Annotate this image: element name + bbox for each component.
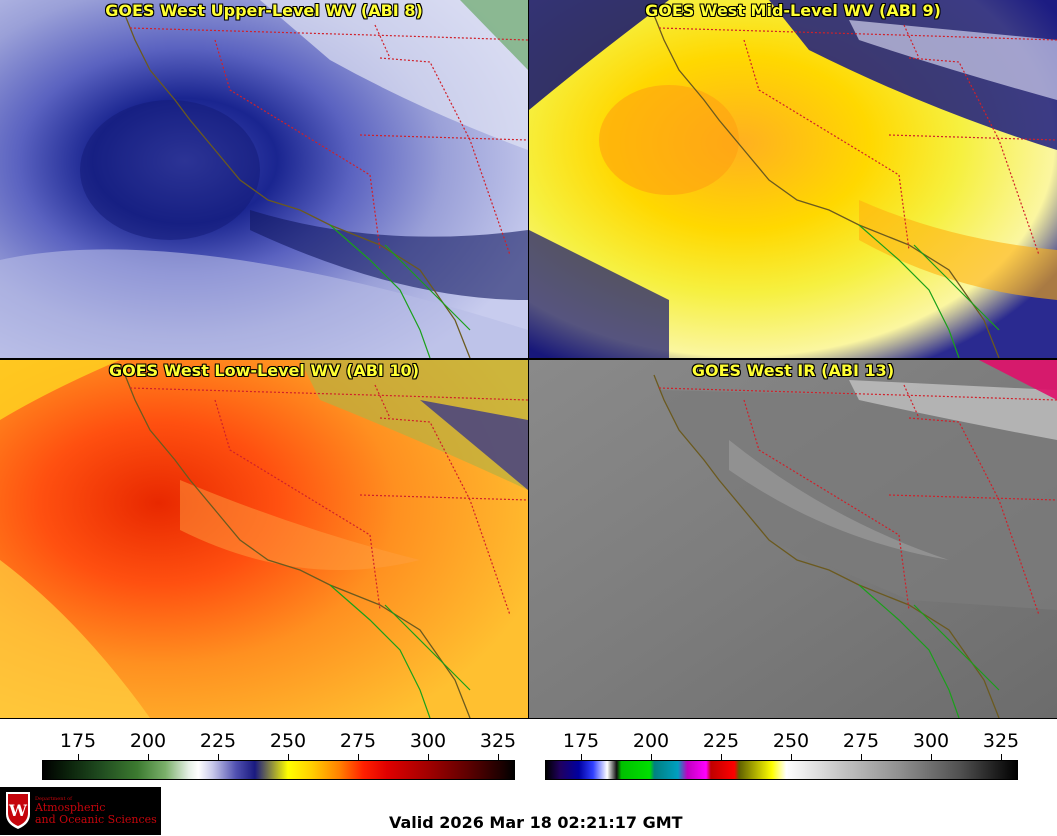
panel-divider-bottom	[0, 718, 1057, 719]
panel-low-level-wv: GOES West Low-Level WV (ABI 10)	[0, 360, 528, 718]
logo-line2: and Oceanic Sciences	[35, 813, 157, 826]
tick-mark	[1001, 754, 1002, 761]
mid-level-wv-map	[529, 0, 1057, 358]
logo-department: Department of	[35, 796, 72, 802]
colorbar-gradient	[545, 760, 1018, 780]
tick-mark	[428, 754, 429, 761]
coastline	[124, 14, 471, 358]
colorbar-infrared: 175 200 225 250 275 300 325	[529, 722, 1057, 782]
colorbar-water-vapor: 175 200 225 250 275 300 325	[0, 722, 528, 782]
valid-time: Valid 2026 Mar 18 02:21:17 GMT	[389, 813, 683, 832]
tick-label: 300	[409, 730, 447, 752]
tick-label: 225	[702, 730, 740, 752]
tick-mark	[791, 754, 792, 761]
tick-mark	[218, 754, 219, 761]
state-borders	[129, 24, 528, 256]
tick-label: 275	[339, 730, 377, 752]
tick-mark	[78, 754, 79, 761]
tick-mark	[498, 754, 499, 761]
logo-line1: Atmospheric	[35, 801, 106, 814]
panel-title: GOES West Upper-Level WV (ABI 8)	[105, 1, 423, 20]
colorbar-ticks: 175 200 225 250 275 300 325	[0, 730, 528, 752]
colorbar-ticks: 175 200 225 250 275 300 325	[529, 730, 1057, 752]
tick-label: 325	[479, 730, 517, 752]
tick-label: 175	[562, 730, 600, 752]
panel-mid-level-wv: GOES West Mid-Level WV (ABI 9)	[529, 0, 1057, 358]
panel-upper-level-wv: GOES West Upper-Level WV (ABI 8)	[0, 0, 528, 358]
uw-crest-icon: W	[6, 792, 30, 829]
tick-label: 250	[772, 730, 810, 752]
tick-mark	[581, 754, 582, 761]
panel-title: GOES West Low-Level WV (ABI 10)	[108, 361, 419, 380]
low-level-wv-map	[0, 360, 528, 718]
panel-ir: GOES West IR (ABI 13)	[529, 360, 1057, 718]
tick-label: 175	[59, 730, 97, 752]
tick-label: 200	[129, 730, 167, 752]
panel-divider-horizontal	[0, 358, 1057, 360]
tick-label: 200	[632, 730, 670, 752]
tick-mark	[721, 754, 722, 761]
panel-title: GOES West Mid-Level WV (ABI 9)	[645, 1, 941, 20]
tick-label: 225	[199, 730, 237, 752]
mexico-coast	[329, 224, 471, 358]
tick-mark	[931, 754, 932, 761]
tick-label: 300	[912, 730, 950, 752]
department-logo: W Department of Atmospheric and Oceanic …	[0, 787, 161, 835]
panel-title: GOES West IR (ABI 13)	[691, 361, 895, 380]
tick-label: 275	[842, 730, 880, 752]
tick-mark	[148, 754, 149, 761]
tick-mark	[358, 754, 359, 761]
tick-mark	[861, 754, 862, 761]
svg-text:W: W	[8, 801, 28, 820]
ir-map	[529, 360, 1057, 718]
tick-mark	[651, 754, 652, 761]
tick-label: 325	[982, 730, 1020, 752]
tick-mark	[288, 754, 289, 761]
tick-label: 250	[269, 730, 307, 752]
colorbar-gradient	[42, 760, 515, 780]
upper-level-wv-map	[0, 0, 528, 358]
